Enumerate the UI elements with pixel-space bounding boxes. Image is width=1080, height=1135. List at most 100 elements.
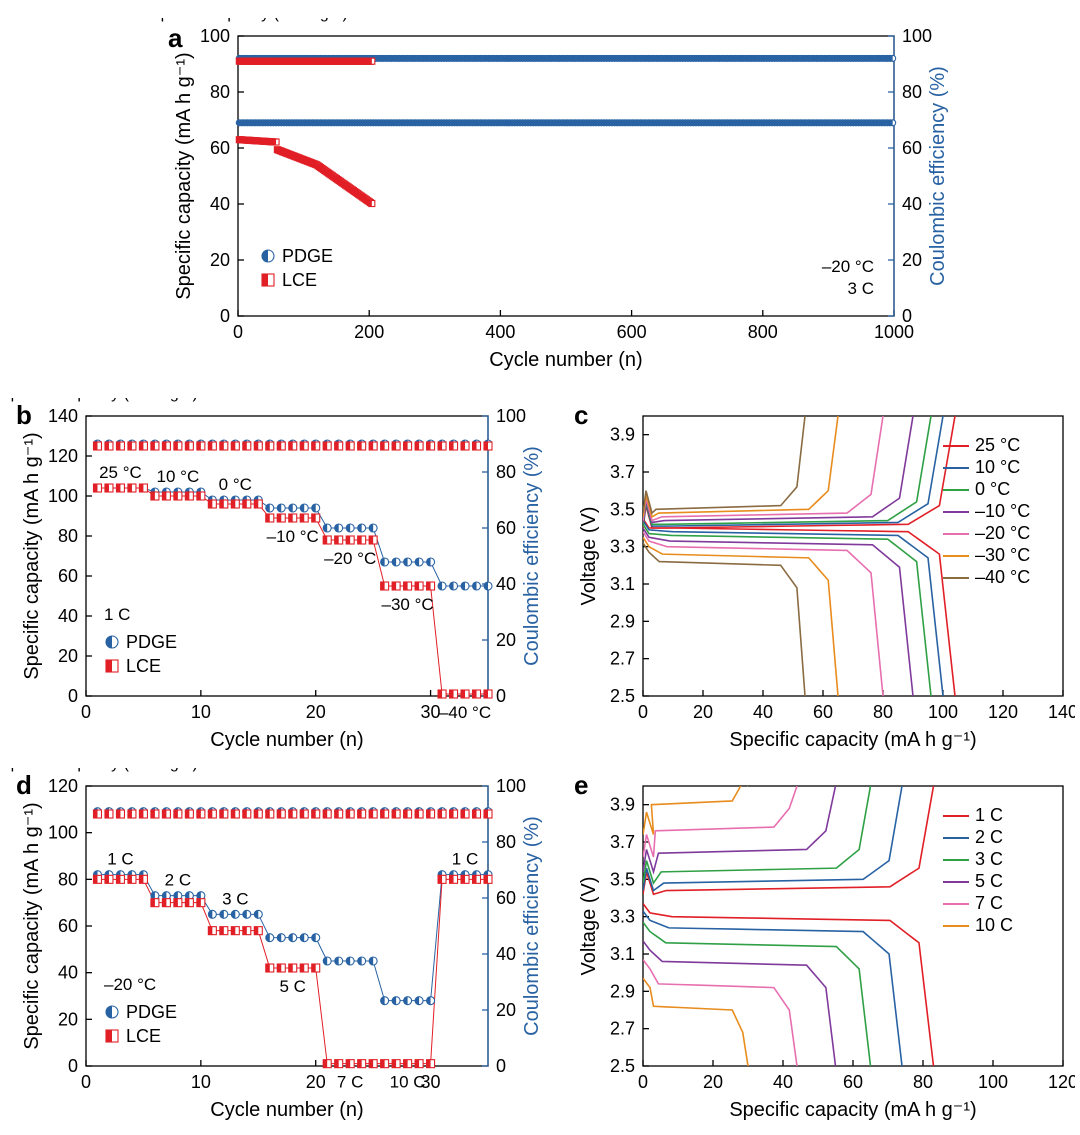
svg-text:Specific capacity (mA h g⁻¹): Specific capacity (mA h g⁻¹) xyxy=(729,729,976,751)
svg-text:100: 100 xyxy=(928,702,958,722)
svg-text:30: 30 xyxy=(421,702,441,722)
svg-text:40: 40 xyxy=(210,194,230,214)
svg-text:2 C: 2 C xyxy=(165,871,191,890)
svg-text:Voltage (V): Voltage (V) xyxy=(578,877,600,976)
panel-d-chart: 0102030020406080100120Cycle number (n)Sp… xyxy=(0,768,560,1128)
svg-text:80: 80 xyxy=(496,462,516,482)
svg-text:Coulombic efficiency (%): Coulombic efficiency (%) xyxy=(521,816,543,1036)
svg-text:0 °C: 0 °C xyxy=(219,475,252,494)
svg-text:10 C: 10 C xyxy=(975,915,1013,935)
svg-text:20: 20 xyxy=(58,646,78,666)
svg-text:7 C: 7 C xyxy=(337,1073,363,1092)
svg-text:2.7: 2.7 xyxy=(610,1019,635,1039)
svg-text:LCE: LCE xyxy=(282,270,317,290)
svg-text:3.5: 3.5 xyxy=(610,869,635,889)
svg-text:7 C: 7 C xyxy=(975,893,1003,913)
svg-text:40: 40 xyxy=(902,194,922,214)
svg-text:40: 40 xyxy=(496,944,516,964)
svg-text:10: 10 xyxy=(191,702,211,722)
svg-text:0: 0 xyxy=(68,1056,78,1076)
svg-text:3.1: 3.1 xyxy=(610,944,635,964)
svg-text:0: 0 xyxy=(496,686,506,706)
svg-text:1 C: 1 C xyxy=(975,805,1003,825)
svg-text:3 C: 3 C xyxy=(848,279,874,298)
svg-text:–10 °C: –10 °C xyxy=(975,501,1030,521)
svg-text:80: 80 xyxy=(58,526,78,546)
svg-text:140: 140 xyxy=(1048,702,1075,722)
svg-text:80: 80 xyxy=(496,832,516,852)
svg-text:40: 40 xyxy=(753,702,773,722)
svg-text:100: 100 xyxy=(48,823,78,843)
svg-text:3 C: 3 C xyxy=(222,889,248,908)
svg-text:PDGE: PDGE xyxy=(126,1002,177,1022)
panel-a-chart: 02004006008001000020406080100Cycle numbe… xyxy=(150,18,970,378)
svg-text:40: 40 xyxy=(58,963,78,983)
svg-text:2.9: 2.9 xyxy=(610,981,635,1001)
svg-text:Specific capacity (mA h g⁻¹): Specific capacity (mA h g⁻¹) xyxy=(150,18,348,22)
svg-text:60: 60 xyxy=(210,138,230,158)
svg-text:Specific capacity (mA h g⁻¹): Specific capacity (mA h g⁻¹) xyxy=(21,432,43,679)
svg-text:100: 100 xyxy=(902,26,932,46)
svg-text:80: 80 xyxy=(210,82,230,102)
svg-text:60: 60 xyxy=(58,916,78,936)
svg-text:20: 20 xyxy=(306,1072,326,1092)
svg-text:140: 140 xyxy=(48,406,78,426)
svg-text:Specific capacity (mA h g⁻¹): Specific capacity (mA h g⁻¹) xyxy=(21,802,43,1049)
svg-text:3.7: 3.7 xyxy=(610,462,635,482)
svg-text:–30 °C: –30 °C xyxy=(382,595,434,614)
svg-text:20: 20 xyxy=(306,702,326,722)
svg-text:0: 0 xyxy=(638,1072,648,1092)
svg-text:Specific capacity (mA h g⁻¹): Specific capacity (mA h g⁻¹) xyxy=(173,52,195,299)
svg-text:25 °C: 25 °C xyxy=(975,435,1020,455)
svg-text:10 C: 10 C xyxy=(390,1073,426,1092)
svg-text:20: 20 xyxy=(703,1072,723,1092)
svg-text:120: 120 xyxy=(988,702,1018,722)
svg-text:0: 0 xyxy=(902,306,912,326)
svg-text:20: 20 xyxy=(693,702,713,722)
svg-text:0 °C: 0 °C xyxy=(975,479,1010,499)
svg-text:200: 200 xyxy=(354,322,384,342)
svg-text:–20 °C: –20 °C xyxy=(975,523,1030,543)
svg-text:Voltage (V): Voltage (V) xyxy=(578,507,600,606)
svg-text:80: 80 xyxy=(913,1072,933,1092)
svg-text:20: 20 xyxy=(902,250,922,270)
svg-text:–20 °C: –20 °C xyxy=(324,549,376,568)
svg-text:20: 20 xyxy=(210,250,230,270)
svg-text:120: 120 xyxy=(1048,1072,1075,1092)
svg-text:Specific capacity (mA h g⁻¹): Specific capacity (mA h g⁻¹) xyxy=(0,398,198,402)
svg-text:LCE: LCE xyxy=(126,1026,161,1046)
svg-text:0: 0 xyxy=(496,1056,506,1076)
svg-text:Coulombic efficiency (%): Coulombic efficiency (%) xyxy=(521,446,543,666)
svg-text:100: 100 xyxy=(200,26,230,46)
svg-text:2.5: 2.5 xyxy=(610,686,635,706)
svg-text:10: 10 xyxy=(191,1072,211,1092)
svg-text:40: 40 xyxy=(496,574,516,594)
svg-text:3.1: 3.1 xyxy=(610,574,635,594)
svg-text:400: 400 xyxy=(485,322,515,342)
svg-text:100: 100 xyxy=(496,406,526,426)
svg-text:600: 600 xyxy=(617,322,647,342)
svg-text:2 C: 2 C xyxy=(975,827,1003,847)
svg-text:0: 0 xyxy=(81,702,91,722)
svg-text:100: 100 xyxy=(978,1072,1008,1092)
svg-text:100: 100 xyxy=(48,486,78,506)
svg-text:1 C: 1 C xyxy=(104,605,130,624)
svg-text:120: 120 xyxy=(48,446,78,466)
svg-text:Specific capacity (mA h g⁻¹): Specific capacity (mA h g⁻¹) xyxy=(0,768,198,772)
svg-text:60: 60 xyxy=(58,566,78,586)
svg-text:Specific capacity (mA h g⁻¹): Specific capacity (mA h g⁻¹) xyxy=(729,1099,976,1121)
svg-text:20: 20 xyxy=(496,630,516,650)
svg-text:1 C: 1 C xyxy=(107,850,133,869)
svg-text:25 °C: 25 °C xyxy=(99,463,142,482)
svg-text:3.9: 3.9 xyxy=(610,425,635,445)
svg-text:PDGE: PDGE xyxy=(282,246,333,266)
svg-text:60: 60 xyxy=(813,702,833,722)
svg-text:2.9: 2.9 xyxy=(610,611,635,631)
svg-text:Coulombic efficiency (%): Coulombic efficiency (%) xyxy=(927,66,949,286)
panel-b-chart: 0 10 20 30 0 20 40 60 80 100 120 140 Cycle number (n… xyxy=(0,398,560,758)
svg-text:Cycle number (n): Cycle number (n) xyxy=(210,729,363,751)
svg-text:–40 °C: –40 °C xyxy=(975,567,1030,587)
svg-text:0: 0 xyxy=(81,1072,91,1092)
svg-text:100: 100 xyxy=(496,776,526,796)
svg-text:40: 40 xyxy=(773,1072,793,1092)
